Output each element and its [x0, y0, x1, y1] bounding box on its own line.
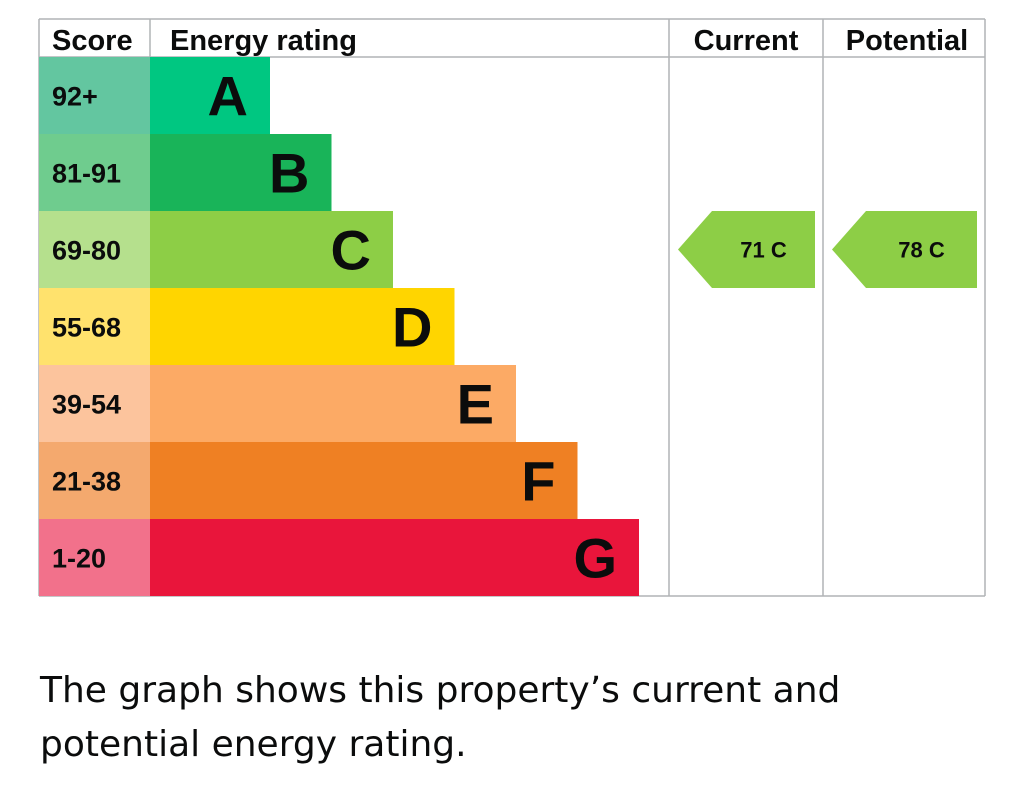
score-cell-d — [39, 288, 150, 365]
chart-headers: Score Energy rating Current Potential — [52, 25, 968, 57]
score-range-d: 55-68 — [52, 313, 121, 343]
header-potential: Potential — [846, 25, 968, 57]
rating-bar-c — [150, 211, 393, 288]
rating-letter-d: D — [392, 296, 432, 359]
rating-letter-c: C — [331, 219, 371, 282]
score-cell-b — [39, 134, 150, 211]
chart-caption: The graph shows this property’s current … — [40, 670, 841, 765]
energy-rating-chart: Score Energy rating Current Potential 92… — [38, 18, 986, 597]
score-range-g: 1-20 — [52, 544, 106, 574]
score-cell-c — [39, 211, 150, 288]
score-cell-e — [39, 365, 150, 442]
score-cell-g — [39, 519, 150, 596]
score-cell-f — [39, 442, 150, 519]
rating-bands: 92+ A 81-91 B 69-80 C 55-68 D 39-54 E 21-38 F 1-20 G — [39, 57, 639, 596]
rating-letter-f: F — [521, 450, 555, 513]
rating-bar-a — [150, 57, 270, 134]
score-range-f: 21-38 — [52, 467, 121, 497]
score-range-a: 92+ — [52, 82, 98, 112]
rating-bar-e — [150, 365, 516, 442]
rating-bar-g — [150, 519, 639, 596]
score-range-b: 81-91 — [52, 159, 121, 189]
rating-bar-b — [150, 134, 332, 211]
header-energy-rating: Energy rating — [170, 25, 357, 57]
score-range-e: 39-54 — [52, 390, 121, 420]
score-range-c: 69-80 — [52, 236, 121, 266]
rating-flags: 71 C 78 C — [678, 211, 977, 288]
current-rating-flag-label: 71 C — [740, 238, 787, 263]
rating-letter-a: A — [208, 65, 248, 128]
rating-letter-g: G — [573, 527, 617, 590]
header-score: Score — [52, 25, 133, 57]
header-current: Current — [694, 25, 799, 57]
rating-bar-d — [150, 288, 455, 365]
potential-rating-flag-label: 78 C — [898, 238, 945, 263]
rating-letter-b: B — [269, 142, 309, 205]
current-rating-flag — [678, 211, 815, 288]
rating-letter-e: E — [457, 373, 494, 436]
rating-bar-f — [150, 442, 578, 519]
potential-rating-flag — [832, 211, 977, 288]
score-cell-a — [39, 57, 150, 134]
